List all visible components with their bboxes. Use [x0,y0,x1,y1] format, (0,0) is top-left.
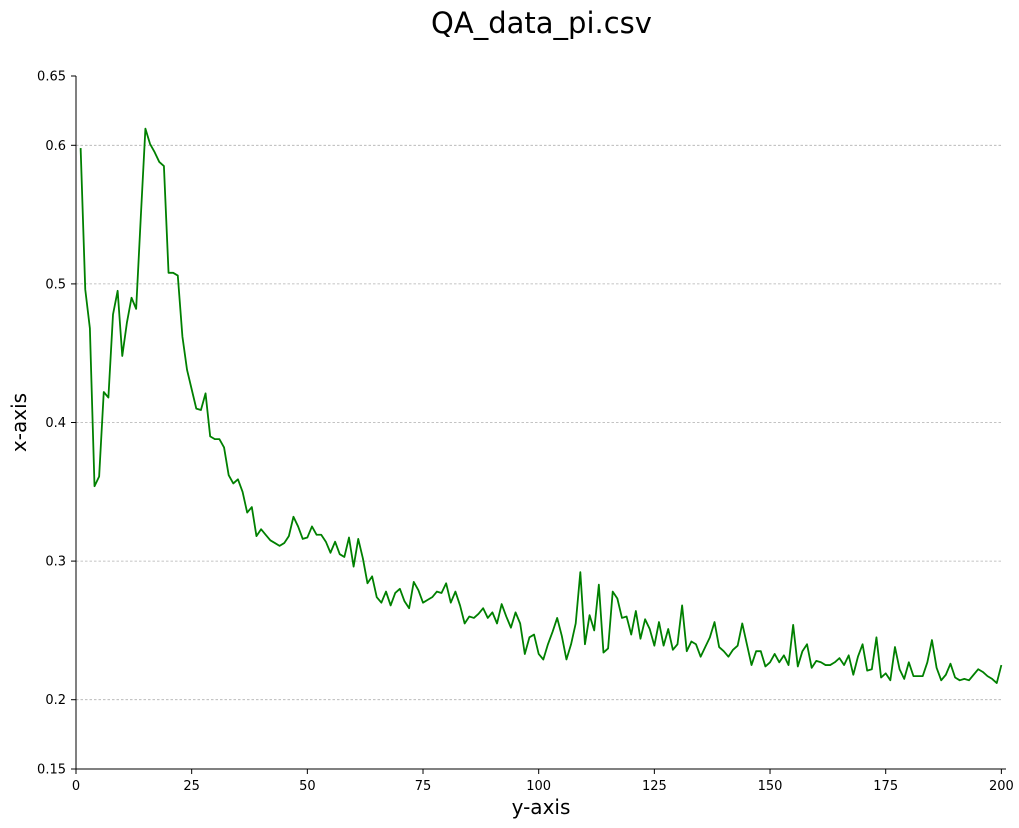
y-tick-label: 0.15 [37,763,66,778]
x-tick-label: 100 [526,779,551,794]
x-tick-label: 25 [183,779,200,794]
grid-lines [76,144,1002,701]
series-line [79,127,1003,684]
y-tick-label: 0.5 [45,277,66,292]
x-tick-label: 200 [989,779,1014,794]
y-tick-label: 0.2 [45,693,66,708]
y-tick-label: 0.4 [45,416,66,431]
y-tick-label: 0.65 [37,70,66,85]
x-tick-label: 175 [873,779,898,794]
series-layer [79,127,1003,684]
y-tick-label: 0.6 [45,139,66,154]
x-tick-label: 125 [642,779,667,794]
y-tick-label: 0.3 [45,555,66,570]
x-tick-label: 50 [299,779,316,794]
y-axis-label: x-axis [7,393,31,452]
x-tick-label: 150 [758,779,783,794]
chart-title: QA_data_pi.csv [431,6,652,40]
x-axis-label: y-axis [512,795,571,819]
ticks: 0 25 50 75 100 125 150 175 200 0.15 0.2 0.3 0.4 0.5 0.… [37,70,1014,795]
x-tick-label: 0 [72,779,80,794]
x-tick-label: 75 [415,779,432,794]
